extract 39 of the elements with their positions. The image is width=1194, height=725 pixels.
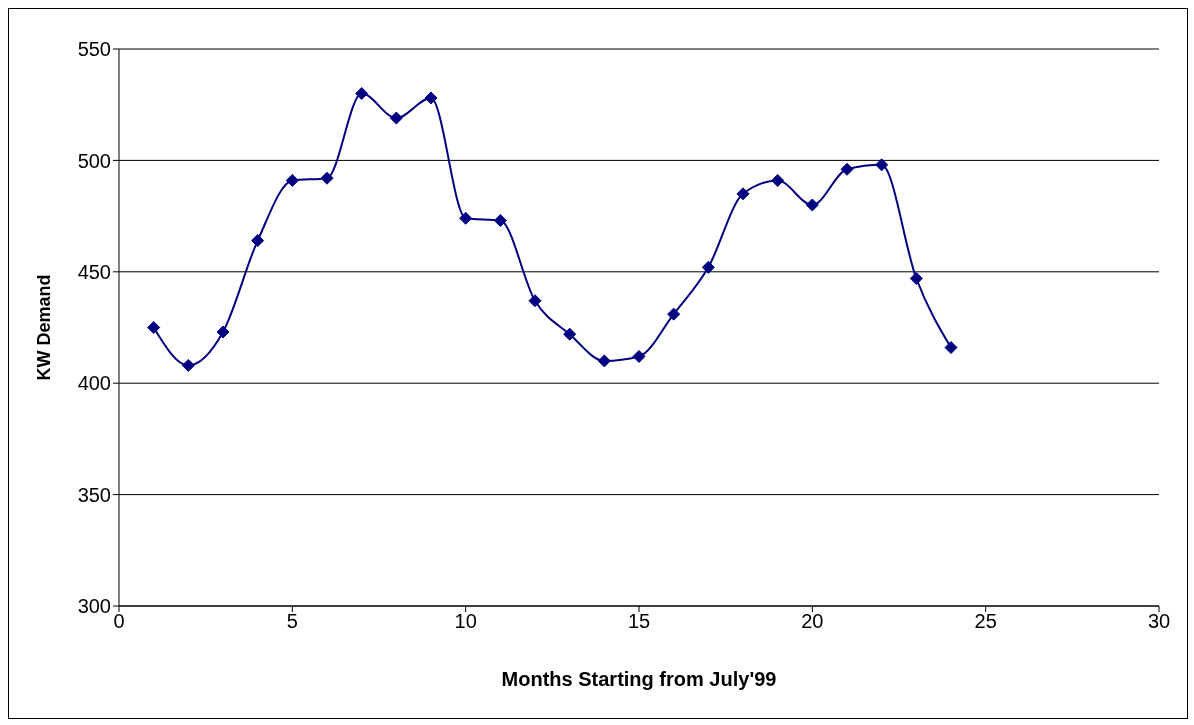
y-tick-label: 500: [77, 149, 111, 172]
point: [563, 327, 577, 341]
point: [147, 321, 161, 334]
point: [944, 341, 958, 355]
y-tick-label: 400: [77, 372, 111, 395]
point: [389, 111, 403, 125]
point: [181, 358, 195, 372]
y-tick-label: 550: [77, 38, 111, 61]
x-tick-label: 20: [801, 610, 824, 633]
x-tick-label: 0: [113, 610, 125, 633]
point: [771, 173, 785, 187]
point: [701, 260, 715, 274]
y-axis-title: KW Demand: [34, 274, 55, 381]
point: [251, 234, 265, 248]
x-axis-title: Months Starting from July'99: [501, 668, 777, 690]
x-tick-label: 10: [454, 610, 477, 633]
point: [493, 214, 507, 228]
point: [285, 173, 299, 187]
point: [736, 187, 750, 201]
x-tick-label: 5: [286, 610, 298, 633]
point: [424, 91, 438, 105]
x-tick-label: 30: [1147, 610, 1171, 633]
point: [632, 349, 646, 363]
point: [909, 271, 923, 285]
y-tick-label: 300: [77, 595, 111, 618]
y-tick-label: 450: [77, 260, 111, 283]
point: [355, 87, 369, 101]
point: [597, 354, 611, 368]
point: [528, 294, 542, 308]
x-tick-label: 25: [974, 610, 997, 633]
point: [216, 325, 230, 339]
y-tick-label: 350: [77, 483, 111, 506]
point: [459, 211, 473, 225]
x-tick-label: 15: [627, 610, 651, 633]
point: [805, 198, 819, 212]
point: [320, 171, 334, 185]
point: [875, 158, 889, 172]
point: [667, 307, 681, 321]
point: [840, 162, 854, 176]
